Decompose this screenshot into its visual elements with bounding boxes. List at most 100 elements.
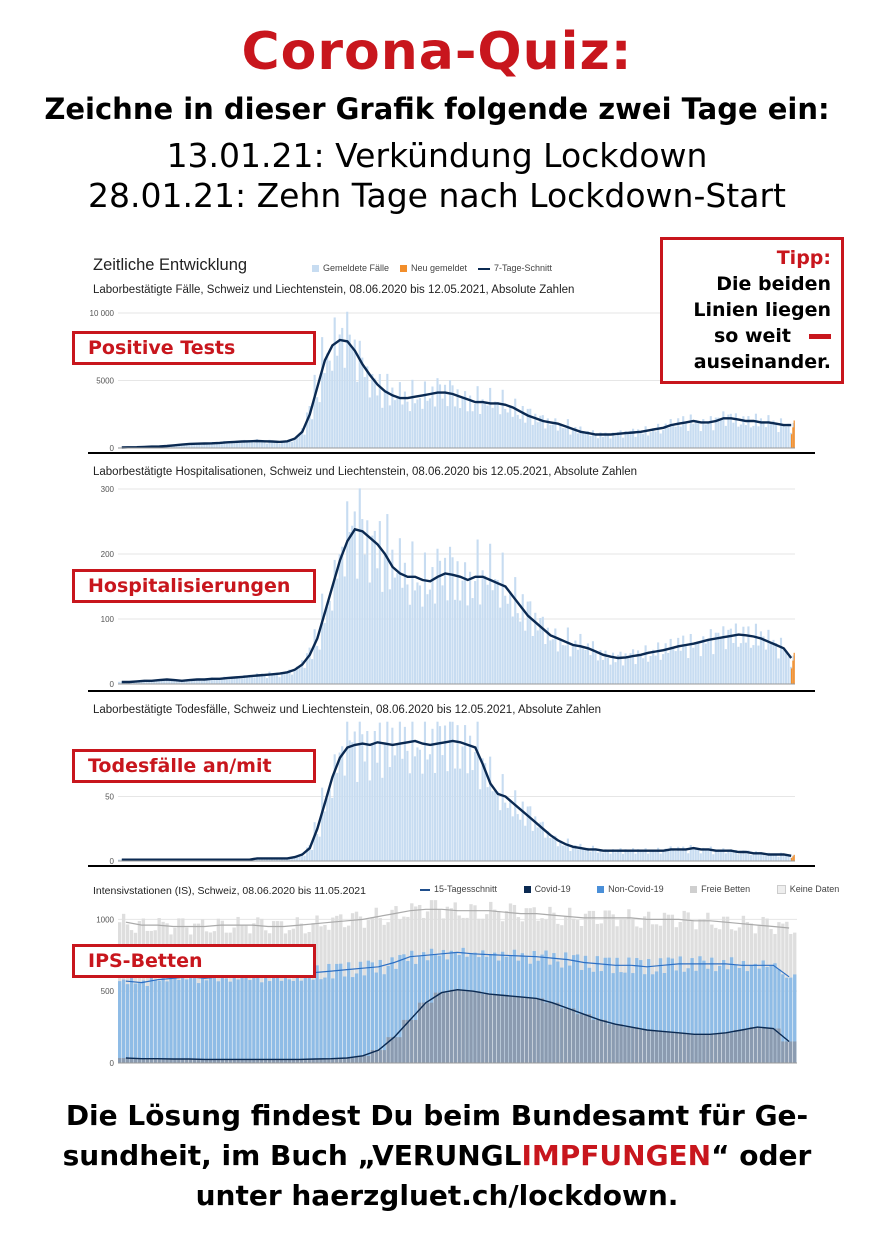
- covid-bar: [785, 1041, 789, 1063]
- covid-bar: [579, 1014, 584, 1063]
- daily-bar: [190, 443, 193, 448]
- daily-bar: [769, 854, 773, 861]
- noncovid-bar: [299, 980, 303, 1063]
- covid-bar: [236, 1059, 240, 1063]
- daily-bar: [489, 387, 492, 448]
- daily-bar: [318, 649, 321, 684]
- noncovid-bar: [311, 979, 315, 1063]
- daily-bar: [742, 416, 745, 448]
- daily-bar: [464, 391, 467, 448]
- daily-bar: [428, 589, 432, 684]
- daily-bar: [509, 799, 512, 861]
- daily-bar: [659, 433, 662, 448]
- covid-bar: [496, 995, 501, 1063]
- daily-bar: [403, 391, 406, 448]
- daily-bar: [311, 849, 314, 861]
- daily-bar: [291, 674, 294, 684]
- y-tick-label: 5000: [96, 377, 114, 386]
- daily-bar: [268, 439, 271, 448]
- daily-bar: [431, 728, 434, 861]
- covid-bar: [674, 1032, 678, 1063]
- daily-bar: [291, 441, 294, 448]
- chart1-subtitle: Laborbestätigte Fälle, Schweiz und Liech…: [93, 284, 575, 296]
- daily-bar: [358, 340, 361, 448]
- covid-bar: [287, 1059, 292, 1063]
- noncovid-bar: [757, 968, 761, 1063]
- daily-bar: [609, 438, 612, 448]
- daily-bar: [313, 629, 316, 684]
- daily-bar: [183, 680, 186, 684]
- daily-bar: [581, 648, 584, 684]
- daily-bar: [270, 674, 274, 684]
- daily-bar: [499, 810, 502, 861]
- daily-bar: [456, 725, 459, 861]
- footer-line-2: sundheit, im Buch „VERUNGLIMPFUNGEN“ ode…: [0, 1136, 874, 1176]
- daily-bar: [443, 557, 447, 684]
- daily-bar: [574, 845, 577, 861]
- covid-bar: [737, 1029, 742, 1063]
- covid-bar: [153, 1058, 157, 1063]
- daily-bar: [496, 401, 499, 448]
- daily-bar: [411, 379, 414, 448]
- daily-bar: [519, 819, 522, 861]
- y-tick-label: 10 000: [90, 309, 115, 318]
- avg-line: [121, 338, 792, 449]
- daily-bar: [604, 849, 607, 861]
- noncovid-bar: [319, 979, 323, 1063]
- daily-bar: [381, 591, 384, 684]
- daily-bar: [436, 378, 439, 448]
- covid-bar: [378, 1050, 382, 1063]
- daily-bar: [506, 807, 509, 861]
- daily-bar: [351, 348, 354, 448]
- noncovid-bar: [741, 960, 746, 1063]
- daily-bar: [333, 559, 336, 684]
- new-reported-bar: [793, 854, 795, 861]
- noncovid-bar: [575, 954, 580, 1063]
- daily-bar: [311, 659, 314, 684]
- daily-bar: [614, 852, 617, 861]
- daily-bar: [230, 676, 233, 684]
- daily-bar: [782, 854, 785, 861]
- noncovid-bar: [271, 970, 276, 1063]
- covid-bar: [279, 1059, 284, 1063]
- covid-bar: [275, 1059, 280, 1063]
- noncovid-bar: [224, 978, 228, 1063]
- daily-bar: [351, 525, 354, 684]
- daily-bar: [366, 731, 369, 861]
- daily-bar: [371, 743, 374, 861]
- daily-bar: [255, 673, 259, 684]
- daily-bar: [714, 632, 717, 684]
- daily-bar: [140, 680, 143, 684]
- covid-bar: [469, 991, 473, 1063]
- daily-bar: [301, 660, 304, 684]
- daily-bar: [423, 721, 427, 861]
- daily-bar: [561, 845, 564, 861]
- covid-bar: [429, 1002, 434, 1063]
- noncovid-bar: [615, 957, 619, 1063]
- daily-bar: [714, 417, 717, 448]
- daily-bar: [238, 678, 241, 684]
- daily-bar: [669, 846, 672, 861]
- daily-bar: [621, 665, 625, 684]
- daily-bar: [594, 435, 597, 448]
- daily-bar: [694, 847, 697, 861]
- daily-bar: [599, 432, 602, 448]
- daily-bar: [784, 426, 788, 448]
- daily-bar: [298, 855, 301, 861]
- covid-bar: [757, 1027, 761, 1063]
- daily-bar: [323, 811, 326, 861]
- daily-bar: [311, 419, 314, 448]
- covid-bar: [587, 1014, 592, 1063]
- daily-bar: [453, 599, 457, 684]
- daily-bar: [712, 654, 715, 684]
- daily-bar: [275, 672, 279, 684]
- footer-line-2-post: “ oder: [711, 1139, 812, 1172]
- daily-bar: [361, 734, 364, 861]
- covid-bar: [196, 1059, 201, 1063]
- daily-bar: [491, 407, 494, 448]
- noncovid-bar: [244, 967, 248, 1063]
- noncovid-bar: [141, 980, 146, 1063]
- daily-bar: [702, 847, 705, 861]
- tip-line-4: auseinander.: [693, 351, 831, 373]
- covid-bar: [366, 1055, 371, 1063]
